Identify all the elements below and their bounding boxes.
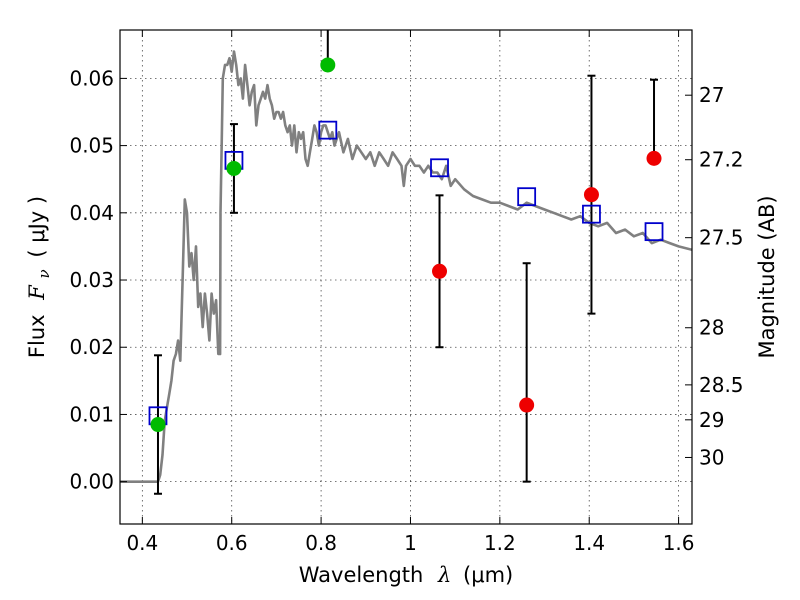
error-bar-layer [153, 30, 659, 495]
y2-tick-label-2: 27.5 [699, 226, 744, 250]
y-axis-label-symbol: F [25, 284, 49, 301]
observed-point-0 [150, 417, 166, 433]
y-axis-label-subscript: ν [35, 269, 53, 278]
x-axis-label-symbol: λ [437, 563, 451, 587]
observed-point-1 [226, 160, 242, 176]
y-tick-label-3: 0.03 [69, 268, 114, 292]
tick-marks [120, 30, 692, 524]
model-square-3 [430, 158, 449, 178]
observed-point-layer [150, 57, 662, 433]
x-tick-label-5: 1.4 [573, 531, 605, 555]
x-tick-label-0: 0.4 [126, 531, 158, 555]
observed-point-3 [432, 263, 448, 279]
x-tick-label-2: 0.8 [305, 531, 337, 555]
y2-tick-label-3: 28 [699, 316, 724, 340]
x-tick-label-3: 1 [404, 531, 417, 555]
observed-point-5 [583, 187, 599, 203]
model-square-6 [644, 222, 664, 242]
observed-point-4 [519, 397, 535, 413]
plot-frame [119, 29, 693, 525]
x-tick-label-4: 1.2 [484, 531, 516, 555]
model-square-layer [148, 120, 664, 426]
y-tick-label-0: 0.00 [69, 470, 114, 494]
y-axis-label-unit: ( μJy ) [25, 196, 49, 258]
sed-curve-layer [120, 50, 692, 483]
x-axis-label: Wavelength λ (μm) [299, 563, 513, 587]
model-square-4 [517, 187, 537, 207]
model-square-2 [318, 120, 338, 140]
x-tick-label-1: 0.6 [216, 531, 248, 555]
y2-tick-label-4: 28.5 [699, 373, 744, 397]
y-tick-label-2: 0.02 [69, 335, 114, 359]
y-tick-label-6: 0.06 [69, 66, 114, 90]
y2-tick-label-6: 30 [699, 445, 724, 469]
grid-lines [120, 30, 692, 524]
y-tick-label-1: 0.01 [69, 402, 114, 426]
y2-tick-label-0: 27 [699, 83, 724, 107]
y2-axis-label: Magnitude (AB) [755, 195, 779, 358]
observed-point-6 [646, 150, 662, 166]
y-tick-label-4: 0.04 [69, 201, 114, 225]
y2-tick-label-5: 29 [699, 408, 724, 432]
x-axis-label-unit: (μm) [463, 563, 513, 587]
x-tick-label-6: 1.6 [663, 531, 695, 555]
y2-tick-label-1: 27.2 [699, 148, 744, 172]
x-axis-label-prefix: Wavelength [299, 563, 424, 587]
y-axis-label: Flux F ν ( μJy ) [25, 196, 54, 358]
y-axis-label-prefix: Flux [25, 314, 49, 358]
tick-labels: 0.4 0.6 0.8 1 1.2 1.4 1.6 0.00 0.01 0.02 0.03 0.04 0… [69, 66, 743, 555]
sed-curve [120, 50, 692, 483]
y-tick-label-5: 0.05 [69, 134, 114, 158]
observed-point-2 [320, 57, 336, 73]
model-square-5 [582, 204, 601, 224]
